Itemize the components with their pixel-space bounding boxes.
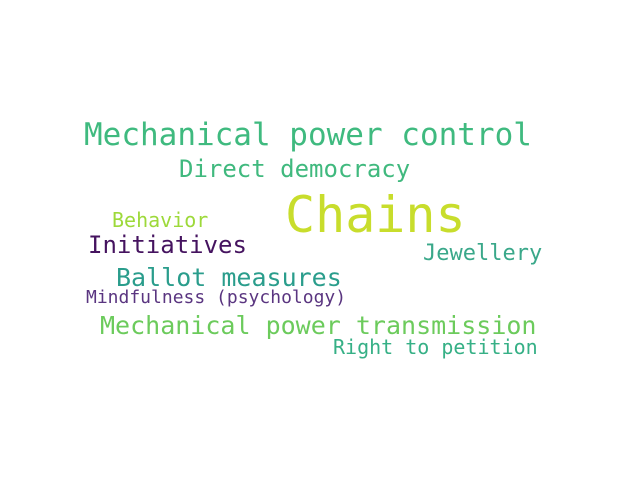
word-initiatives: Initiatives [88, 231, 247, 259]
word-mechanical-power-transmission: Mechanical power transmission [100, 311, 537, 340]
word-jewellery: Jewellery [423, 241, 543, 266]
word-ballot-measures: Ballot measures [116, 263, 342, 292]
word-direct-democracy: Direct democracy [179, 155, 411, 183]
word-mechanical-power-control: Mechanical power control [84, 117, 532, 153]
word-right-to-petition: Right to petition [333, 335, 538, 359]
word-mindfulness-psychology: Mindfulness (psychology) [86, 287, 347, 308]
word-chains: Chains [285, 186, 466, 244]
word-behavior: Behavior [112, 208, 209, 232]
